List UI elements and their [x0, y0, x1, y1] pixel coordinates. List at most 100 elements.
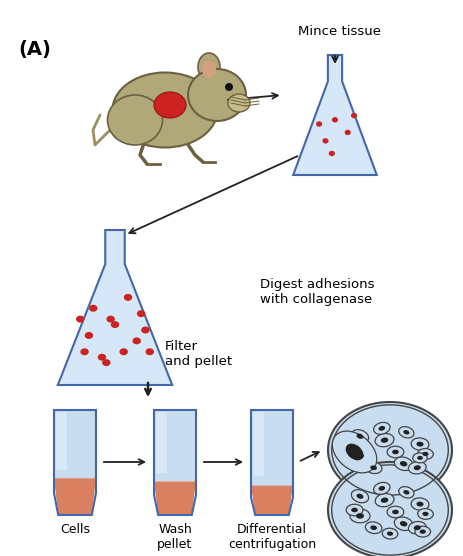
FancyBboxPatch shape [253, 412, 263, 476]
Ellipse shape [141, 326, 150, 334]
Ellipse shape [399, 486, 414, 498]
Ellipse shape [357, 434, 363, 439]
Ellipse shape [225, 83, 233, 91]
Ellipse shape [98, 354, 106, 361]
Ellipse shape [322, 138, 329, 143]
FancyBboxPatch shape [154, 410, 196, 481]
Text: Mince tissue: Mince tissue [299, 25, 382, 38]
Ellipse shape [111, 321, 119, 328]
Ellipse shape [316, 121, 322, 127]
Polygon shape [58, 230, 172, 385]
Ellipse shape [346, 444, 363, 460]
Ellipse shape [418, 449, 433, 459]
Ellipse shape [357, 494, 363, 499]
Text: Cells: Cells [60, 523, 90, 536]
Ellipse shape [119, 348, 128, 355]
Ellipse shape [419, 529, 426, 534]
Ellipse shape [365, 462, 382, 474]
FancyBboxPatch shape [54, 410, 96, 478]
Polygon shape [251, 485, 293, 515]
Ellipse shape [113, 72, 218, 147]
Ellipse shape [81, 348, 89, 355]
Text: Brief treatment
with trypsin: Brief treatment with trypsin [339, 506, 441, 534]
Ellipse shape [202, 60, 216, 78]
FancyBboxPatch shape [156, 412, 167, 473]
Ellipse shape [328, 402, 452, 498]
Ellipse shape [422, 452, 429, 456]
Ellipse shape [387, 532, 393, 536]
Ellipse shape [403, 490, 409, 494]
Ellipse shape [332, 117, 338, 122]
Ellipse shape [392, 450, 399, 454]
Ellipse shape [394, 517, 413, 530]
Ellipse shape [370, 465, 377, 470]
Ellipse shape [414, 465, 421, 470]
Ellipse shape [107, 95, 163, 145]
FancyBboxPatch shape [56, 412, 67, 470]
Ellipse shape [417, 456, 423, 460]
Ellipse shape [394, 457, 413, 470]
Ellipse shape [379, 486, 385, 491]
Ellipse shape [418, 509, 433, 519]
Ellipse shape [76, 316, 84, 322]
Ellipse shape [328, 462, 452, 556]
Ellipse shape [198, 53, 220, 81]
Ellipse shape [374, 483, 390, 494]
Ellipse shape [392, 510, 399, 514]
Ellipse shape [350, 509, 370, 523]
Ellipse shape [351, 430, 369, 443]
Ellipse shape [351, 113, 357, 118]
Ellipse shape [374, 423, 390, 434]
Ellipse shape [387, 446, 404, 458]
Ellipse shape [422, 512, 429, 516]
Ellipse shape [415, 527, 431, 537]
Ellipse shape [188, 69, 246, 121]
Ellipse shape [351, 490, 369, 503]
Ellipse shape [89, 305, 98, 312]
Ellipse shape [416, 502, 424, 507]
Ellipse shape [403, 430, 409, 435]
Ellipse shape [332, 431, 377, 473]
Text: Wash
pellet: Wash pellet [157, 523, 193, 551]
Ellipse shape [154, 92, 186, 118]
Ellipse shape [124, 294, 132, 301]
Ellipse shape [370, 525, 377, 530]
Ellipse shape [102, 359, 111, 366]
Ellipse shape [382, 528, 398, 539]
Ellipse shape [375, 434, 394, 447]
Ellipse shape [137, 310, 145, 317]
Polygon shape [154, 481, 196, 515]
Polygon shape [54, 478, 96, 515]
Ellipse shape [375, 494, 394, 507]
Ellipse shape [350, 449, 370, 463]
Ellipse shape [400, 521, 407, 527]
Ellipse shape [408, 522, 426, 534]
Ellipse shape [387, 506, 404, 518]
Ellipse shape [416, 441, 424, 446]
Ellipse shape [228, 94, 250, 112]
Ellipse shape [346, 504, 363, 516]
Ellipse shape [413, 453, 427, 463]
Text: Digest adhesions
with collagenase: Digest adhesions with collagenase [260, 278, 375, 306]
Ellipse shape [351, 508, 358, 512]
Ellipse shape [145, 348, 154, 355]
Ellipse shape [365, 522, 382, 534]
Text: Differential
centrifugation: Differential centrifugation [228, 523, 316, 551]
Ellipse shape [400, 461, 407, 466]
Ellipse shape [85, 332, 93, 339]
Ellipse shape [411, 498, 429, 510]
Ellipse shape [411, 438, 429, 450]
Polygon shape [293, 55, 377, 175]
Ellipse shape [379, 426, 385, 431]
FancyBboxPatch shape [251, 410, 293, 485]
Ellipse shape [381, 438, 388, 443]
Text: (A): (A) [18, 40, 51, 59]
Ellipse shape [399, 426, 414, 438]
Ellipse shape [132, 337, 141, 344]
Ellipse shape [408, 461, 426, 474]
Ellipse shape [344, 130, 351, 135]
Ellipse shape [356, 453, 364, 459]
Text: Filter
and pellet: Filter and pellet [165, 340, 232, 368]
Ellipse shape [356, 513, 364, 519]
Ellipse shape [381, 498, 388, 503]
